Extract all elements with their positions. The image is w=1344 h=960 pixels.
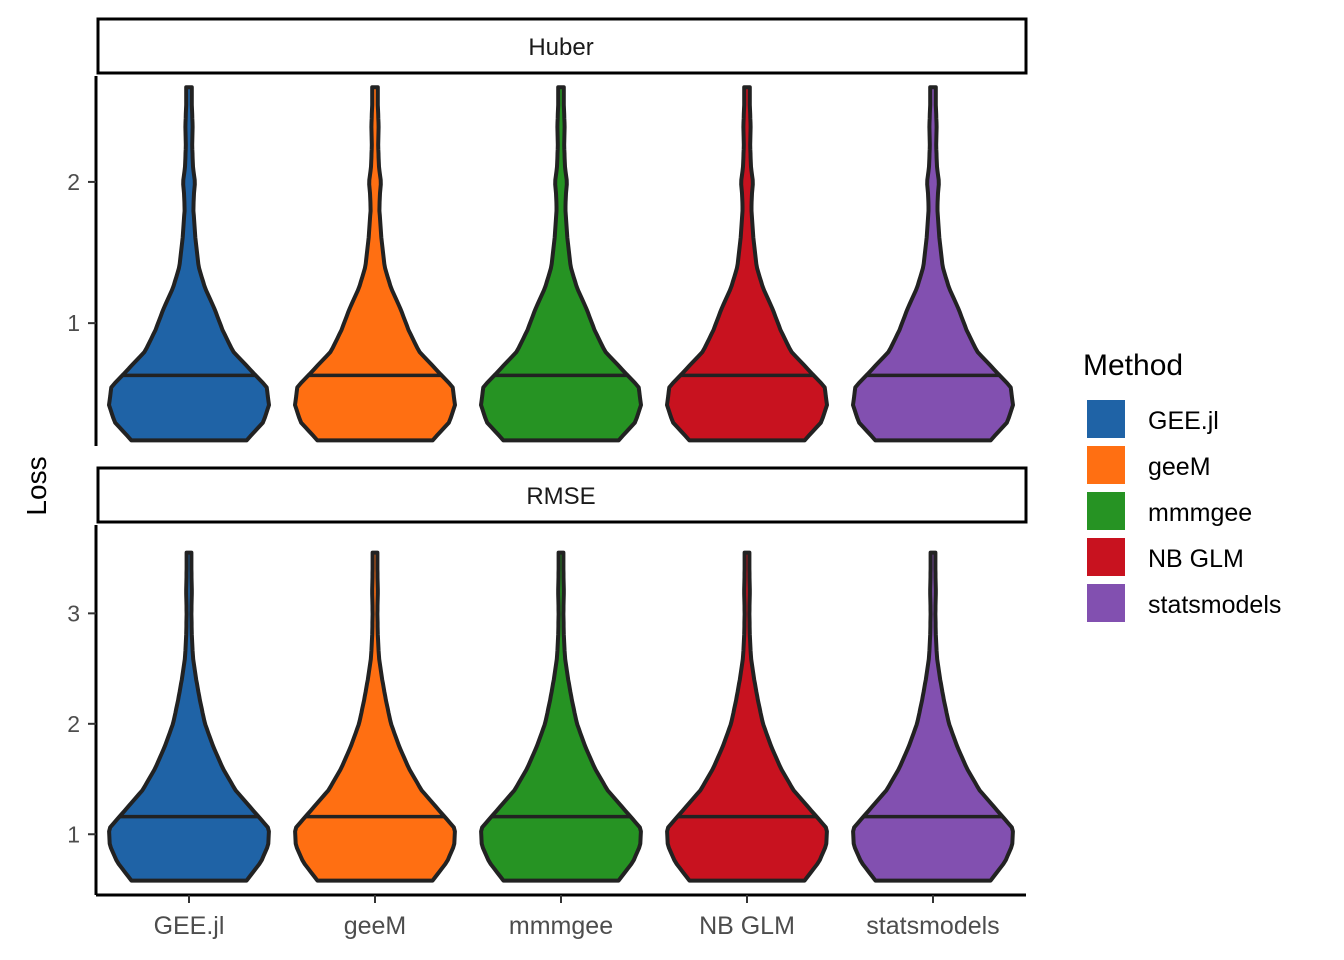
legend-item: GEE.jl	[1087, 400, 1219, 438]
violin-statsmodels	[851, 85, 1015, 443]
violin-geem	[293, 85, 457, 443]
y-tick-label: 1	[67, 821, 80, 847]
y-tick-label: 2	[67, 711, 80, 737]
legend-item: geeM	[1087, 446, 1211, 484]
violin-statsmodels	[851, 550, 1015, 883]
strip-label: RMSE	[526, 483, 595, 510]
legend-swatch	[1087, 400, 1125, 438]
violin-nb-glm	[665, 85, 829, 443]
legend-swatch	[1087, 446, 1125, 484]
strip-box	[96, 17, 1028, 75]
legend-item: NB GLM	[1087, 538, 1244, 576]
facet-panels: Huber 1 2 RMSE 1 2 3 GEE.jl geeM mmmgee NB GLM stat…	[67, 17, 1028, 940]
x-axis: GEE.jl geeM mmmgee NB GLM statsmodels	[96, 893, 1026, 940]
strip-box	[96, 466, 1028, 524]
x-tick-label: geeM	[344, 912, 407, 940]
legend-label: mmmgee	[1148, 499, 1252, 527]
y-tick-label: 1	[67, 310, 80, 336]
violin-mmmgee	[479, 550, 643, 883]
x-tick-label: GEE.jl	[154, 912, 225, 940]
violin-nb-glm	[665, 550, 829, 883]
violin-mmmgee	[479, 85, 643, 443]
facet-panel-huber: Huber 1 2	[67, 17, 1028, 446]
facet-panel-rmse: RMSE 1 2 3	[67, 466, 1028, 895]
y-tick-label: 2	[67, 169, 80, 195]
x-tick-label: statsmodels	[866, 912, 999, 940]
violin-gee-jl	[107, 550, 271, 883]
legend-item: statsmodels	[1087, 584, 1281, 622]
x-tick-label: mmmgee	[509, 912, 613, 940]
legend-item: mmmgee	[1087, 492, 1252, 530]
legend-swatch	[1087, 538, 1125, 576]
violin-gee-jl	[107, 85, 271, 443]
y-axis-title: Loss	[21, 456, 52, 515]
legend-title: Method	[1083, 349, 1183, 382]
legend: Method GEE.jl geeM mmmgee NB GLM statsmodels	[1083, 349, 1281, 622]
legend-swatch	[1087, 584, 1125, 622]
strip-label: Huber	[528, 34, 593, 61]
legend-label: GEE.jl	[1148, 407, 1219, 435]
legend-swatch	[1087, 492, 1125, 530]
x-tick-label: NB GLM	[699, 912, 795, 940]
violin-geem	[293, 550, 457, 883]
legend-label: statsmodels	[1148, 591, 1281, 619]
y-tick-label: 3	[67, 600, 80, 626]
legend-label: NB GLM	[1148, 545, 1244, 573]
legend-label: geeM	[1148, 453, 1211, 481]
